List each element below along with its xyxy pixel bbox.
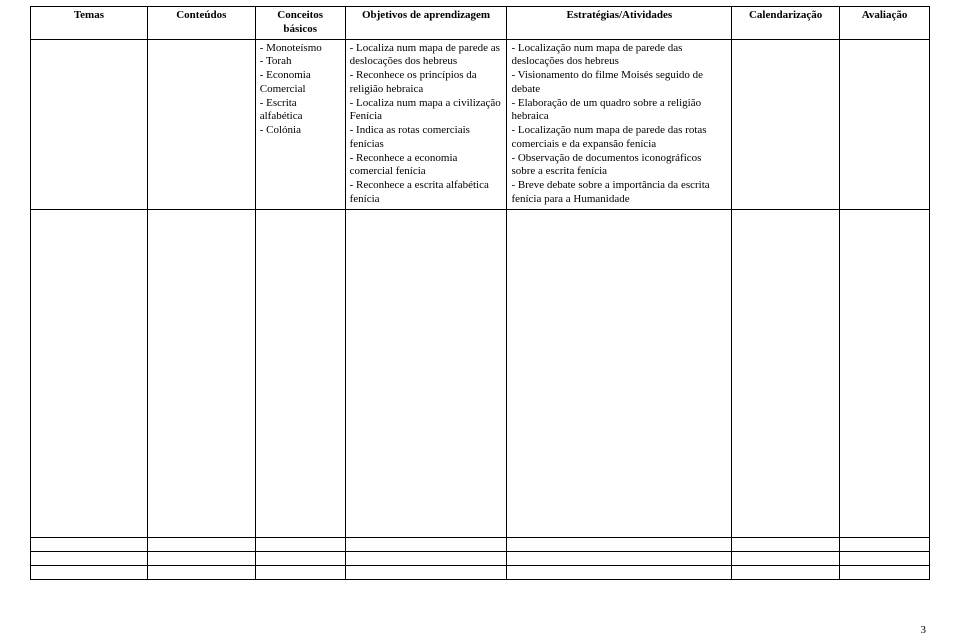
empty-cell [255, 209, 345, 537]
empty-cell [345, 565, 507, 579]
cell-conteudos [147, 39, 255, 209]
empty-cell [147, 565, 255, 579]
empty-cell [840, 209, 930, 537]
header-avaliacao: Avaliação [840, 7, 930, 40]
header-conceitos: Conceitos básicos [255, 7, 345, 40]
cell-conceitos: - Monoteísmo- Torah- Economia Comercial-… [255, 39, 345, 209]
thin-row-3 [31, 565, 930, 579]
header-calendar: Calendarização [732, 7, 840, 40]
header-conteudos: Conteúdos [147, 7, 255, 40]
empty-cell [732, 551, 840, 565]
empty-cell [147, 551, 255, 565]
header-temas: Temas [31, 7, 148, 40]
cell-calendar [732, 39, 840, 209]
empty-cell [31, 537, 148, 551]
empty-cell [31, 565, 148, 579]
empty-cell [507, 565, 732, 579]
cell-objetivos: - Localiza num mapa de parede as desloca… [345, 39, 507, 209]
cell-estrategias: - Localização num mapa de parede das des… [507, 39, 732, 209]
thin-row-1 [31, 537, 930, 551]
cell-avaliacao [840, 39, 930, 209]
empty-cell [31, 209, 148, 537]
thin-row-2 [31, 551, 930, 565]
page: Temas Conteúdos Conceitos básicos Objeti… [0, 0, 960, 642]
empty-cell [345, 551, 507, 565]
empty-cell [507, 209, 732, 537]
curriculum-table: Temas Conteúdos Conceitos básicos Objeti… [30, 6, 930, 580]
empty-cell [840, 565, 930, 579]
empty-cell [255, 565, 345, 579]
empty-cell [840, 551, 930, 565]
header-objetivos: Objetivos de aprendizagem [345, 7, 507, 40]
empty-cell [345, 209, 507, 537]
empty-cell [732, 565, 840, 579]
empty-cell [507, 551, 732, 565]
empty-cell [147, 537, 255, 551]
empty-cell [345, 537, 507, 551]
content-row-1: - Monoteísmo- Torah- Economia Comercial-… [31, 39, 930, 209]
empty-cell [255, 551, 345, 565]
empty-cell [507, 537, 732, 551]
empty-cell [31, 551, 148, 565]
empty-cell [732, 209, 840, 537]
empty-cell [840, 537, 930, 551]
page-number: 3 [921, 624, 927, 636]
empty-cell [147, 209, 255, 537]
empty-cell [732, 537, 840, 551]
header-estrategias: Estratégias/Atividades [507, 7, 732, 40]
empty-cell [255, 537, 345, 551]
cell-temas [31, 39, 148, 209]
spacer-row [31, 209, 930, 537]
